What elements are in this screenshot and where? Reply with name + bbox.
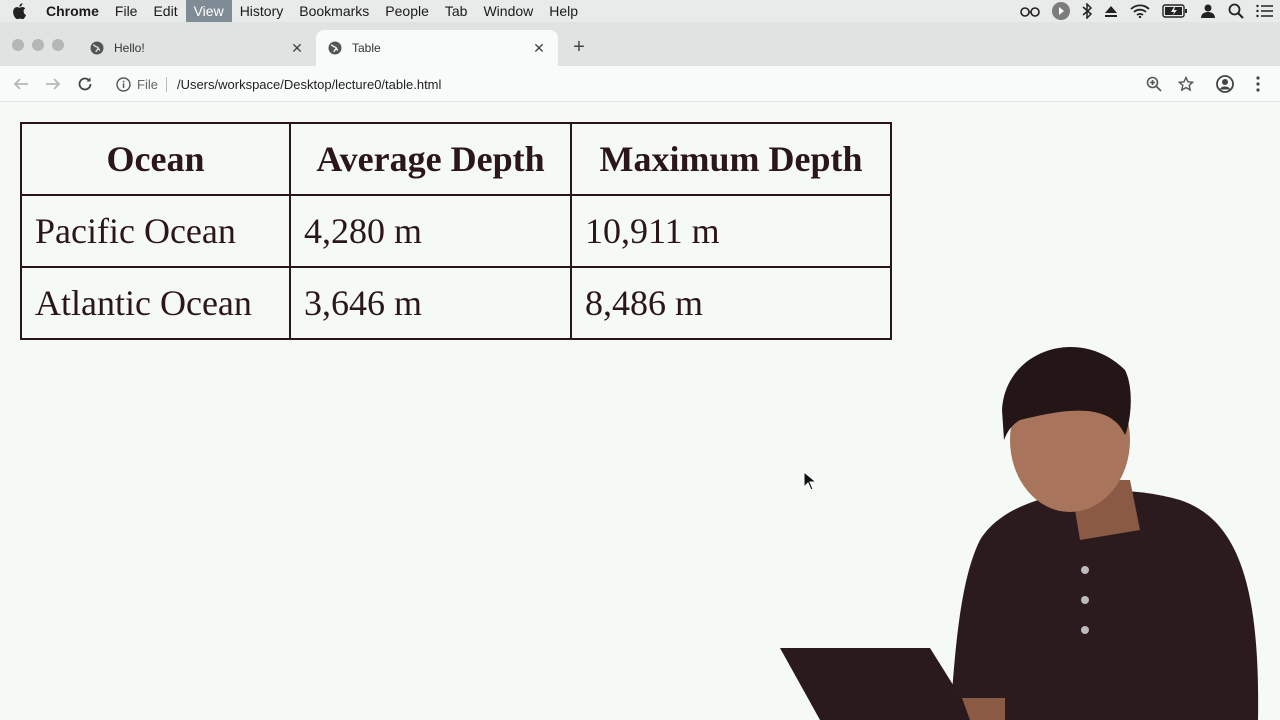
battery-icon[interactable] xyxy=(1162,4,1188,18)
menu-edit[interactable]: Edit xyxy=(153,3,178,19)
tab-table[interactable]: Table ✕ xyxy=(316,30,558,66)
eject-icon[interactable] xyxy=(1104,4,1118,18)
globe-icon xyxy=(90,41,104,55)
cell-average-depth: 3,646 m xyxy=(289,266,572,340)
zoom-window-button[interactable] xyxy=(52,39,64,51)
cell-ocean-name: Atlantic Ocean xyxy=(20,266,291,340)
bookmark-star-icon[interactable] xyxy=(1175,73,1197,95)
header-maximum-depth: Maximum Depth xyxy=(570,122,892,196)
presenter-video-overlay xyxy=(780,330,1280,720)
reload-button[interactable] xyxy=(74,73,96,95)
zoom-icon[interactable] xyxy=(1143,73,1165,95)
wifi-icon[interactable] xyxy=(1130,4,1150,18)
table-header-row: Ocean Average Depth Maximum Depth xyxy=(20,122,892,196)
search-icon[interactable] xyxy=(1228,3,1244,19)
new-tab-button[interactable]: + xyxy=(573,36,585,58)
minimize-window-button[interactable] xyxy=(32,39,44,51)
address-bar[interactable]: File /Users/workspace/Desktop/lecture0/t… xyxy=(110,70,1174,98)
globe-icon xyxy=(328,41,342,55)
menu-bookmarks[interactable]: Bookmarks xyxy=(299,3,370,19)
bluetooth-icon[interactable] xyxy=(1082,3,1092,19)
cell-average-depth: 4,280 m xyxy=(289,194,572,268)
menu-history[interactable]: History xyxy=(239,3,284,19)
header-average-depth: Average Depth xyxy=(289,122,572,196)
browser-toolbar: File /Users/workspace/Desktop/lecture0/t… xyxy=(0,66,1280,102)
scheme-label: File xyxy=(137,76,167,92)
back-button[interactable] xyxy=(10,73,32,95)
profile-circle-icon[interactable] xyxy=(1052,2,1070,20)
tab-strip: Hello! ✕ Table ✕ + xyxy=(0,22,1280,66)
ocean-depth-table: Ocean Average Depth Maximum Depth Pacifi… xyxy=(20,122,892,340)
menu-people[interactable]: People xyxy=(385,3,429,19)
menu-tab[interactable]: Tab xyxy=(444,3,468,19)
user-icon[interactable] xyxy=(1200,3,1216,19)
glasses-icon[interactable] xyxy=(1020,5,1040,17)
url-text[interactable]: /Users/workspace/Desktop/lecture0/table.… xyxy=(176,76,442,92)
tab-hello[interactable]: Hello! ✕ xyxy=(78,30,316,66)
close-icon[interactable]: ✕ xyxy=(533,39,545,56)
status-icons xyxy=(1020,0,1274,22)
forward-button[interactable] xyxy=(42,73,64,95)
tab-title: Hello! xyxy=(114,41,145,55)
menu-file[interactable]: File xyxy=(114,3,138,19)
table-row: Pacific Ocean 4,280 m 10,911 m xyxy=(20,194,892,268)
menu-help[interactable]: Help xyxy=(549,3,579,19)
header-ocean: Ocean xyxy=(20,122,291,196)
cell-maximum-depth: 10,911 m xyxy=(570,194,892,268)
menu-view[interactable]: View xyxy=(185,0,232,22)
list-icon[interactable] xyxy=(1256,4,1274,18)
apple-icon[interactable] xyxy=(0,0,40,22)
mouse-cursor-icon xyxy=(803,470,818,496)
profile-avatar-icon[interactable] xyxy=(1214,73,1236,95)
menu-app-name[interactable]: Chrome xyxy=(46,3,99,19)
close-window-button[interactable] xyxy=(12,39,24,51)
tab-title: Table xyxy=(352,41,381,55)
cell-maximum-depth: 8,486 m xyxy=(570,266,892,340)
cell-ocean-name: Pacific Ocean xyxy=(20,194,291,268)
table-row: Atlantic Ocean 3,646 m 8,486 m xyxy=(20,266,892,340)
window-controls xyxy=(12,39,64,51)
info-icon[interactable] xyxy=(116,76,131,92)
menu-window[interactable]: Window xyxy=(483,3,534,19)
more-menu-icon[interactable] xyxy=(1247,73,1269,95)
close-icon[interactable]: ✕ xyxy=(291,39,303,56)
menu-bar: Chrome File Edit View History Bookmarks … xyxy=(0,0,1280,22)
